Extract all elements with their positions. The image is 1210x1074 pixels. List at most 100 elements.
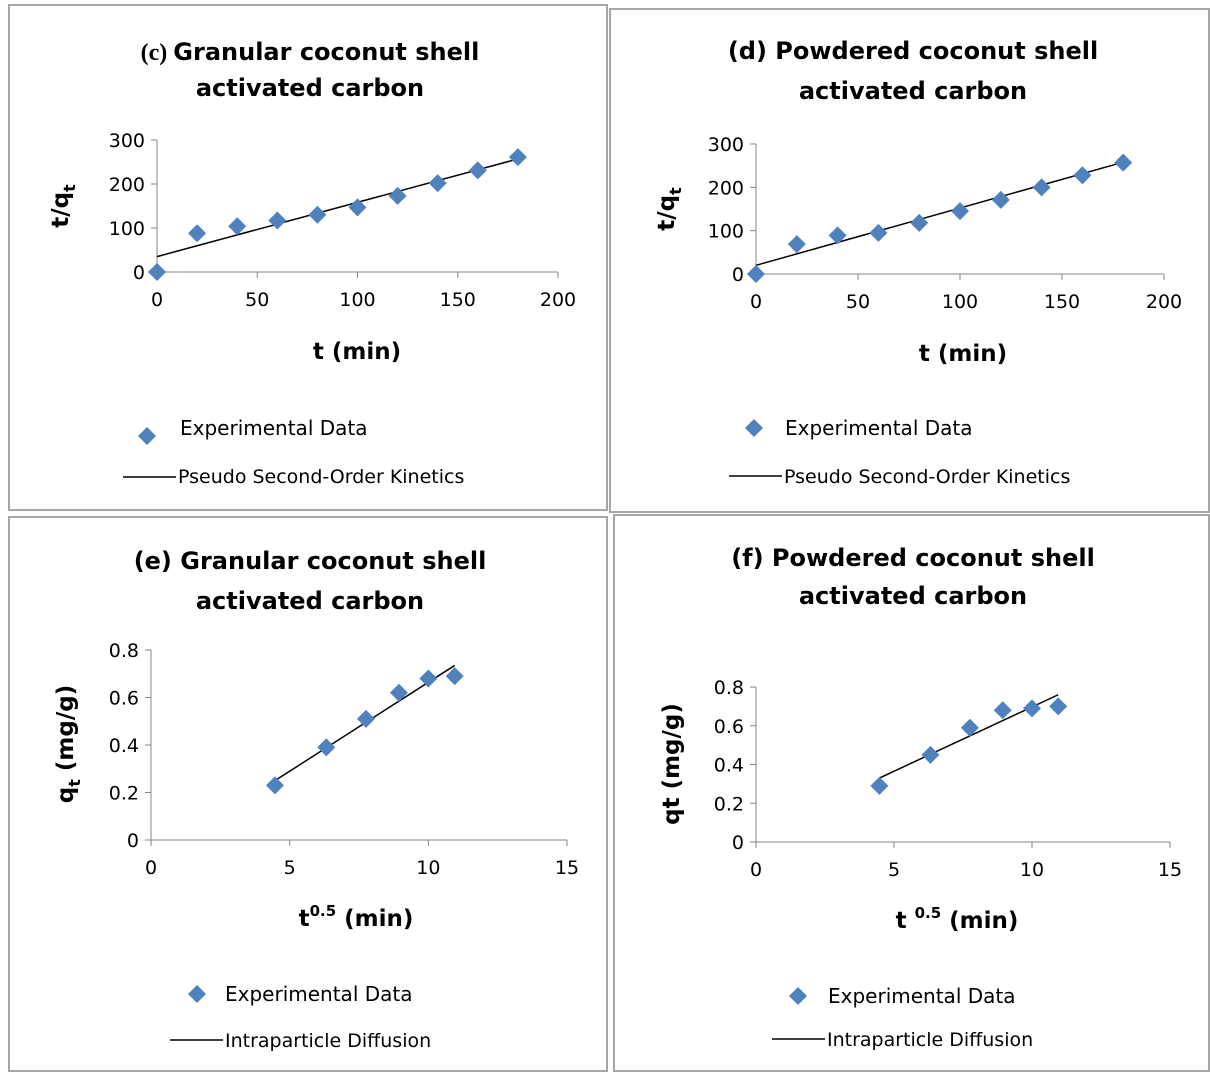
chart-d-legend-line-label: Pseudo Second-Order Kinetics [784, 466, 1070, 488]
data-point [921, 745, 940, 764]
chart-f-legend-marker-label: Experimental Data [828, 984, 1015, 1008]
y-tick-label: 200 [708, 177, 744, 199]
chart-d-title-line2: activated carbon [799, 77, 1027, 105]
chart-d-x-label: t (min) [919, 341, 1007, 367]
y-tick-label: 100 [708, 221, 744, 243]
data-point [389, 683, 408, 702]
chart-e-points [265, 667, 464, 795]
chart-c-legend-marker-label: Experimental Data [180, 416, 367, 440]
chart-d-y-label-main: t/q [654, 195, 680, 231]
chart-panel-c: (c) Granular coconut shell activated carb… [8, 4, 608, 511]
y-tick-label: 0.8 [714, 677, 744, 699]
y-tick-label: 0.2 [109, 783, 139, 805]
data-point [348, 198, 367, 217]
data-point [828, 226, 847, 245]
x-tick-label: 150 [440, 289, 476, 311]
y-tick-label: 0 [732, 264, 744, 286]
fit-line [156, 158, 519, 258]
y-tick-label: 0 [127, 830, 139, 852]
chart-c-title-line2: activated carbon [196, 74, 424, 102]
chart-d-points [747, 153, 1133, 283]
chart-d-y-label: t/qt [654, 187, 685, 231]
x-tick-label: 5 [888, 859, 900, 881]
data-point [993, 701, 1012, 720]
data-point [1032, 178, 1051, 197]
chart-e-x-ticks: 0 5 10 15 [145, 840, 579, 879]
chart-c-y-label-main: t/q [48, 192, 74, 228]
y-tick-label: 200 [109, 174, 145, 196]
chart-c-points [148, 148, 527, 281]
x-tick-label: 50 [846, 291, 870, 313]
chart-d-legend-marker-icon [745, 419, 763, 437]
chart-d-fit-group [755, 161, 1124, 267]
data-point [870, 776, 889, 795]
chart-f-y-ticks: 0 0.2 0.4 0.6 0.8 [714, 677, 756, 854]
data-point [188, 224, 207, 243]
chart-e-y-label-sub: t [65, 779, 84, 787]
x-tick-label: 15 [555, 857, 579, 879]
chart-e-y-ticks: 0 0.2 0.4 0.6 0.8 [109, 640, 151, 852]
chart-f-title-line2: activated carbon [799, 582, 1027, 610]
chart-e-legend-marker-label: Experimental Data [225, 982, 412, 1006]
chart-panel-e: (e) Granular coconut shell activated car… [8, 516, 608, 1072]
chart-e-y-label-rest: (mg/g) [53, 685, 79, 779]
chart-f-x-ticks: 0 5 10 15 [750, 842, 1182, 881]
y-tick-label: 0 [732, 832, 744, 854]
y-tick-label: 300 [109, 130, 145, 152]
x-tick-label: 10 [416, 857, 440, 879]
x-tick-label: 15 [1158, 859, 1182, 881]
data-point [445, 667, 464, 686]
chart-d-svg: (d) Powdered coconut shell activated car… [654, 37, 1182, 488]
data-point [991, 190, 1010, 209]
data-point [1023, 699, 1041, 718]
y-tick-label: 0.8 [109, 640, 139, 662]
chart-f-x-label-main: t [896, 908, 915, 934]
data-point [468, 161, 487, 180]
y-tick-label: 0.6 [109, 688, 139, 710]
chart-c-title-line1-text: Granular coconut shell [173, 38, 479, 66]
data-point [869, 223, 888, 242]
chart-panel-f: (f) Powdered coconut shell activated car… [613, 514, 1210, 1072]
chart-f-points [870, 697, 1068, 795]
chart-d-y-ticks: 0 100 200 300 [708, 134, 756, 286]
data-point [317, 738, 336, 757]
chart-c-y-label: t/qt [48, 184, 79, 228]
data-point [308, 205, 327, 224]
chart-c-y-label-sub: t [60, 184, 79, 192]
data-point [960, 718, 979, 737]
data-point [1114, 153, 1133, 172]
y-tick-label: 0.4 [714, 755, 744, 777]
chart-e-title-line2: activated carbon [196, 587, 424, 615]
chart-c-legend-line-label: Pseudo Second-Order Kinetics [178, 466, 464, 488]
chart-c-legend-marker-icon [138, 427, 156, 445]
y-tick-label: 0.2 [714, 793, 744, 815]
y-tick-label: 0.4 [109, 735, 139, 757]
chart-panel-d: (d) Powdered coconut shell activated car… [609, 8, 1210, 513]
chart-e-x-label-rest: (min) [336, 906, 413, 932]
chart-c-x-label: t (min) [313, 339, 401, 365]
data-point [1049, 697, 1068, 716]
chart-f-y-label: qt (mg/g) [659, 703, 685, 825]
y-tick-label: 0.6 [714, 716, 744, 738]
chart-f-x-label: t 0.5 (min) [896, 904, 1019, 934]
chart-e-legend-marker-icon [188, 985, 206, 1003]
chart-e-x-label-sup: 0.5 [310, 902, 337, 920]
chart-d-y-label-sub: t [666, 187, 685, 195]
data-point [356, 709, 375, 728]
x-tick-label: 150 [1044, 291, 1080, 313]
x-tick-label: 200 [1146, 291, 1182, 313]
chart-c-y-ticks: 0 100 200 300 [109, 130, 157, 284]
x-tick-label: 0 [151, 289, 163, 311]
chart-d-x-ticks: 0 50 100 150 200 [750, 274, 1182, 313]
chart-e-legend-line-label: Intraparticle Diffusion [225, 1030, 431, 1052]
x-tick-label: 5 [284, 857, 296, 879]
chart-e-title-line1: (e) Granular coconut shell [134, 547, 487, 575]
x-tick-label: 50 [245, 289, 269, 311]
chart-e-x-label: t0.5 (min) [299, 902, 414, 932]
data-point [787, 235, 806, 254]
y-tick-label: 300 [708, 134, 744, 156]
chart-e-y-label-main: q [53, 787, 79, 803]
data-point [951, 202, 969, 221]
x-tick-label: 0 [750, 859, 762, 881]
chart-e-y-label: qt (mg/g) [53, 685, 84, 803]
